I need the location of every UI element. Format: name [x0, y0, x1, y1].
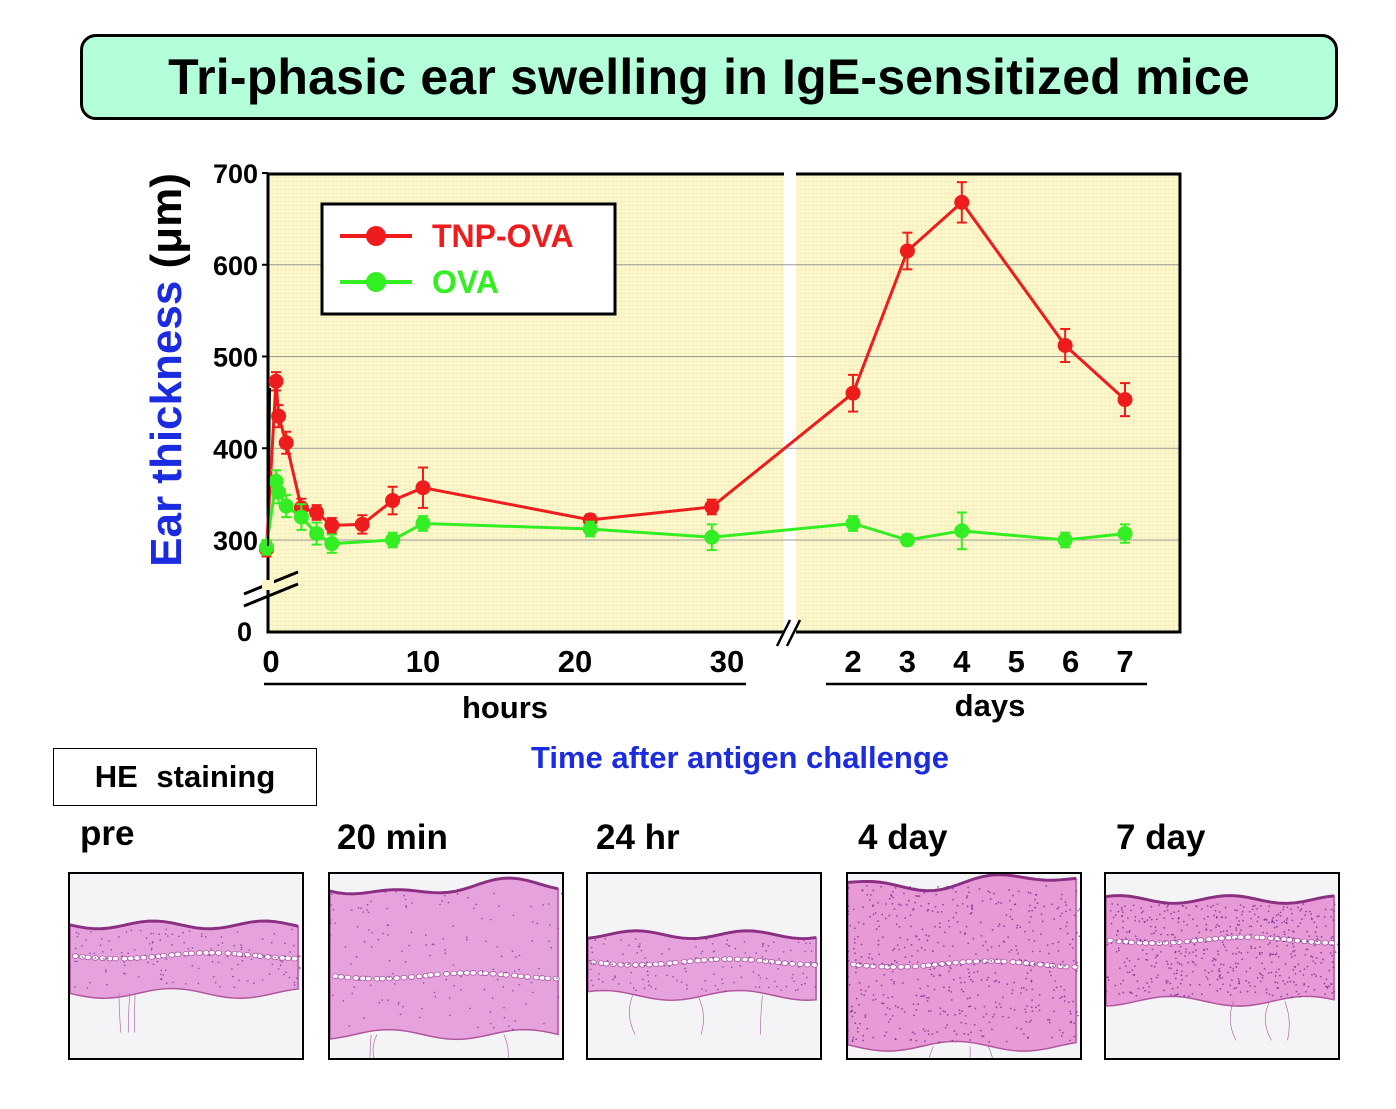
y-axis-title-main: Ear thickness: [142, 268, 191, 566]
x-tick-label-hours: 30: [710, 644, 744, 679]
x-break-bottom: [784, 629, 796, 636]
data-point: [415, 515, 431, 531]
x-break-top: [784, 171, 796, 178]
tissue-illustration: [848, 874, 1080, 1058]
data-point: [278, 498, 294, 514]
data-point: [278, 435, 294, 451]
y-tick-label: 700: [213, 159, 258, 189]
data-point: [271, 408, 287, 424]
x-tick-label-days: 6: [1062, 644, 1079, 679]
panel-label-24hr: 24 hr: [596, 818, 680, 857]
panel-label-4day: 4 day: [858, 818, 948, 857]
data-point: [268, 373, 284, 389]
legend-marker: [366, 272, 386, 292]
data-point: [354, 516, 370, 532]
x-tick-label-days: 5: [1008, 644, 1025, 679]
x-tick-label-days: 4: [953, 644, 971, 679]
x-label-hours: hours: [462, 690, 548, 725]
micrograph-24hr: [586, 872, 822, 1060]
panel-label-7day: 7 day: [1116, 818, 1206, 857]
y-break-gap: [262, 580, 274, 590]
x-tick-label-hours: 0: [262, 644, 279, 679]
y-break-mark: [243, 582, 299, 608]
panel-label-pre: pre: [80, 814, 135, 853]
micrograph-7day: [1104, 872, 1340, 1060]
data-point: [845, 515, 861, 531]
data-point: [954, 523, 970, 539]
data-point: [309, 504, 325, 520]
data-point: [954, 194, 970, 210]
he-staining-label: HE staining: [53, 748, 317, 806]
he-staining-text: HE staining: [94, 759, 276, 794]
tissue-illustration: [588, 929, 819, 1035]
data-point: [1117, 392, 1133, 408]
data-point: [271, 484, 287, 500]
y-tick-label: 400: [213, 434, 258, 464]
data-point: [415, 480, 431, 496]
x-tick-label-hours: 20: [558, 644, 592, 679]
data-point: [582, 521, 598, 537]
x-tick-label-days: 3: [899, 644, 916, 679]
data-point: [704, 499, 720, 515]
data-point: [1117, 526, 1133, 542]
x-tick-label-days: 2: [844, 644, 861, 679]
data-point: [293, 509, 309, 525]
data-point: [845, 385, 861, 401]
y-tick-label: 600: [213, 251, 258, 281]
data-point: [899, 532, 915, 548]
panel-label-20min: 20 min: [337, 818, 448, 857]
x-axis-title: Time after antigen challenge: [531, 740, 949, 775]
plot-frame: [266, 172, 1182, 634]
data-point: [1057, 532, 1073, 548]
tissue-illustration: [330, 876, 562, 1058]
legend-label: TNP-OVA: [432, 218, 574, 254]
series-ova: [258, 469, 1133, 556]
x-break-mark: [775, 619, 792, 647]
x-label-days: days: [955, 688, 1026, 723]
x-tick-label-days: 7: [1116, 644, 1133, 679]
data-point: [324, 517, 340, 533]
data-point: [899, 243, 915, 259]
legend-marker: [366, 226, 386, 246]
title-banner: Tri-phasic ear swelling in IgE-sensitize…: [80, 34, 1338, 120]
data-point: [385, 532, 401, 548]
tissue-illustration: [1106, 894, 1338, 1041]
y-axis-title-unit: (μm): [142, 173, 191, 268]
tissue-illustration: [70, 919, 301, 1033]
x-tick-label-hours: 10: [406, 644, 440, 679]
micrograph-20min: [328, 872, 564, 1060]
micrograph-4day: [846, 872, 1082, 1060]
series-line: [264, 480, 1126, 548]
data-point: [324, 536, 340, 552]
y-tick-label: 300: [213, 526, 258, 556]
data-point: [385, 493, 401, 509]
legend-box: [320, 202, 617, 316]
data-point: [309, 526, 325, 542]
y-tick-label: 500: [213, 343, 258, 373]
y-tick-label: 0: [237, 617, 252, 647]
chart-title: Tri-phasic ear swelling in IgE-sensitize…: [168, 49, 1250, 105]
x-break-mark: [785, 619, 802, 647]
legend-label: OVA: [432, 264, 499, 300]
data-point: [1057, 337, 1073, 353]
data-point: [258, 539, 274, 555]
spike-edge: [267, 387, 271, 547]
x-break-gap: [784, 174, 796, 632]
ear-thickness-chart: TNP-OVA OVA 700 600 500 400 300 00 10 20 30 2 3 4 5 6 7…: [142, 159, 1182, 775]
data-point: [704, 529, 720, 545]
micrograph-pre: [68, 872, 304, 1060]
y-axis-title: Ear thickness (μm): [142, 173, 191, 567]
